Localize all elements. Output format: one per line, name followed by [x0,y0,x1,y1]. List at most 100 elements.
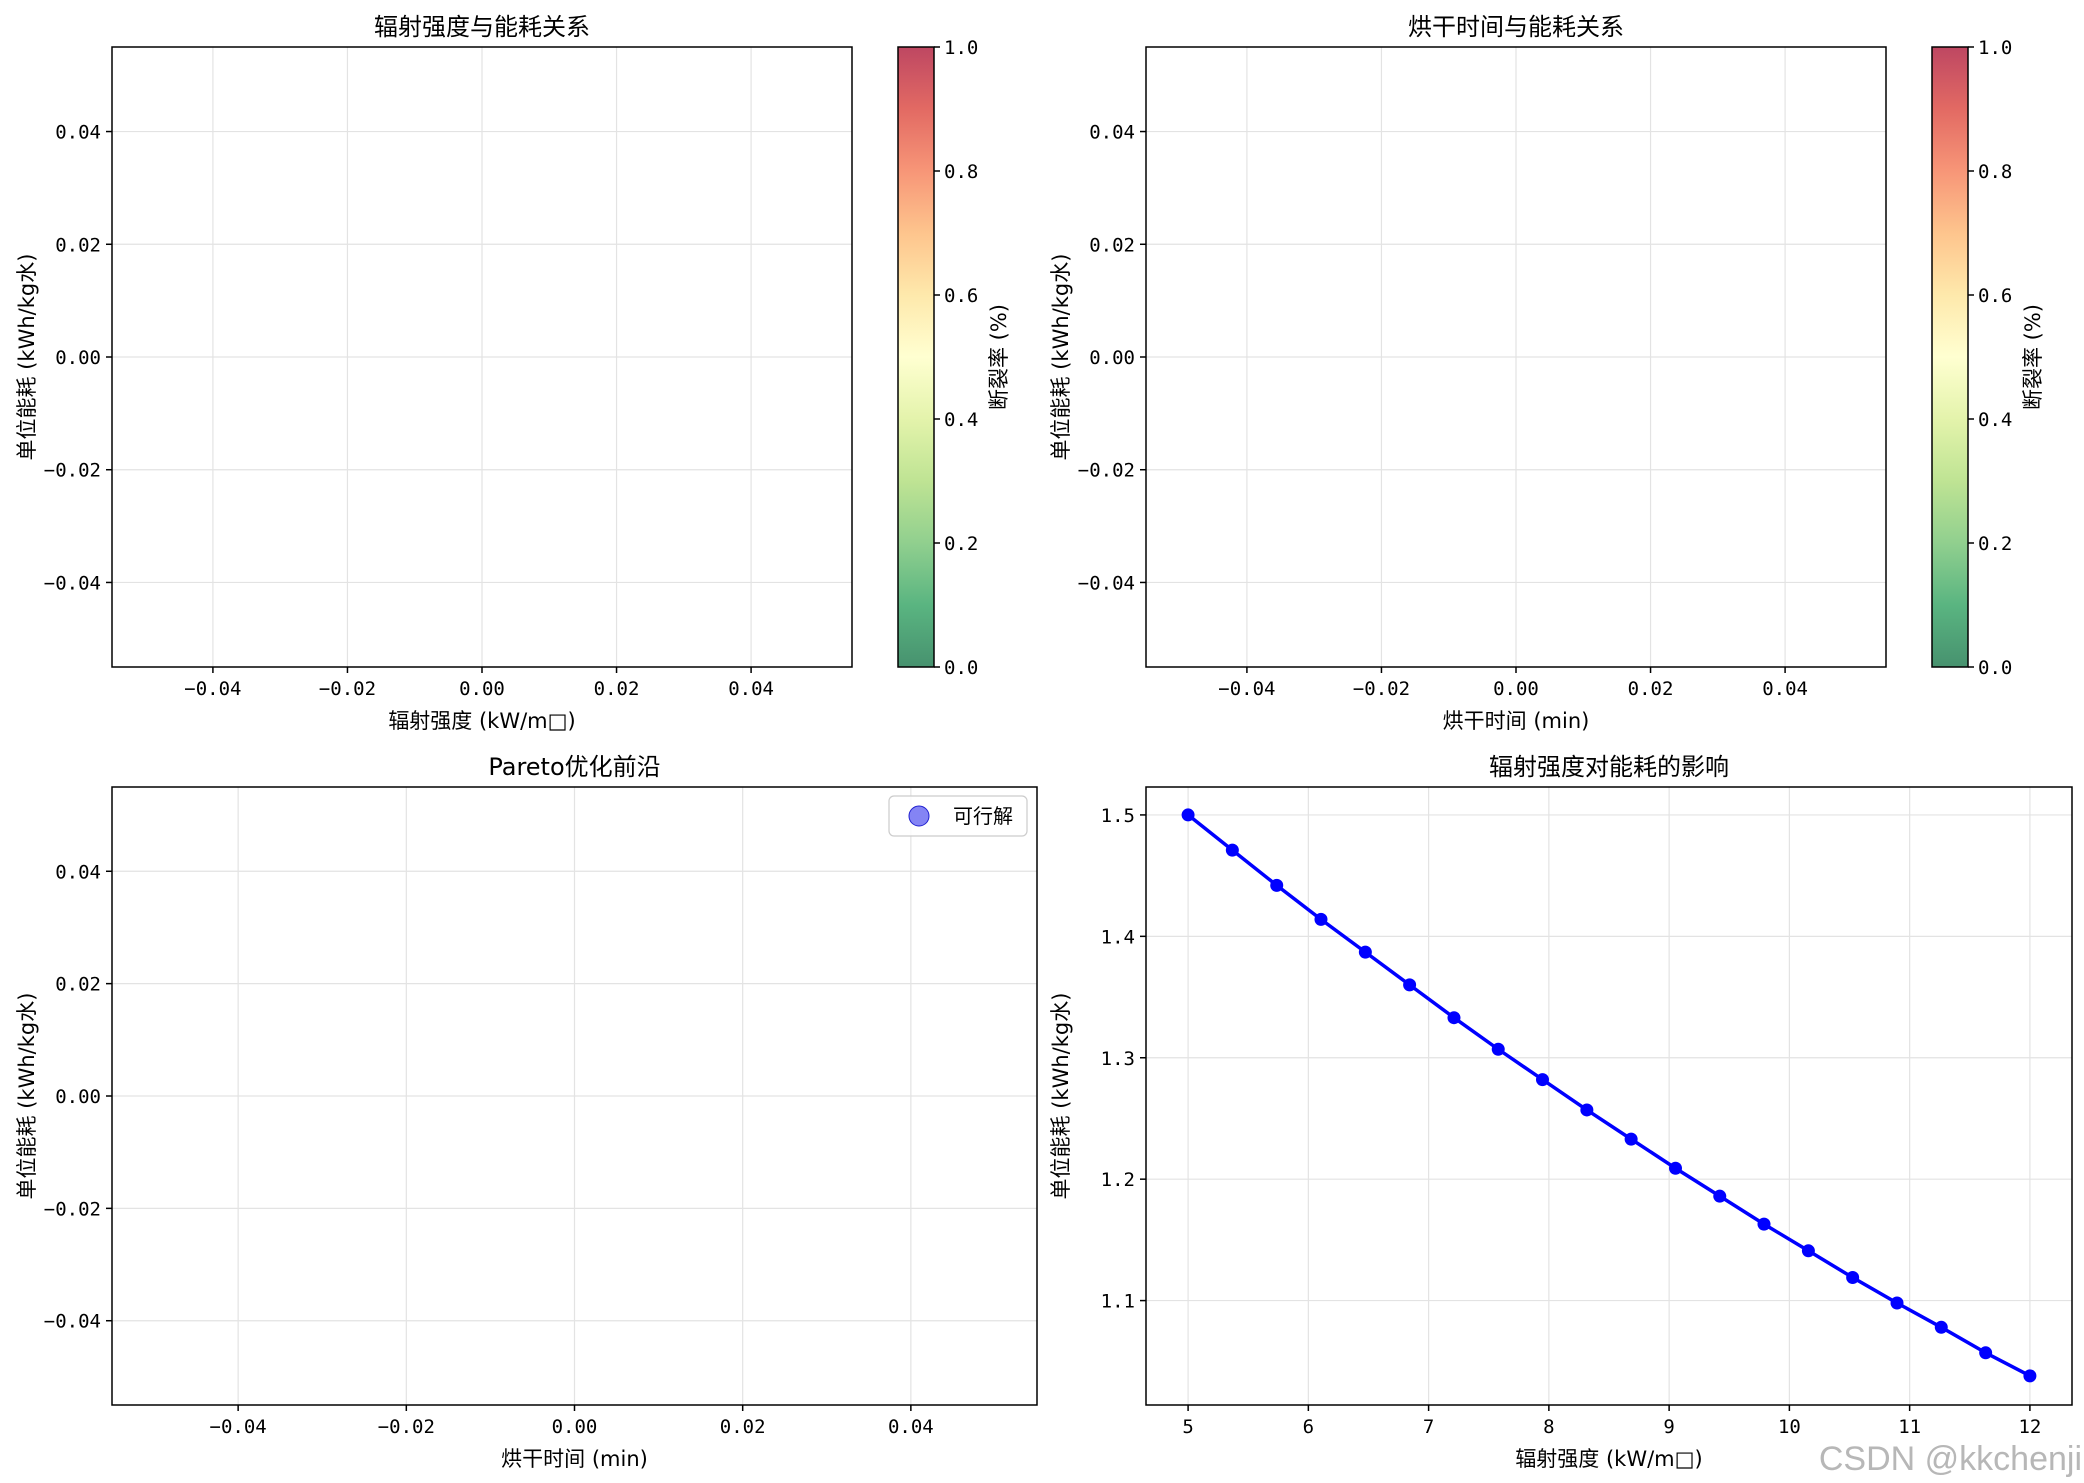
x-tick-label: 7 [1423,1416,1434,1438]
x-tick-label: −0.02 [319,678,376,700]
colorbar-frame [897,46,935,668]
data-point [1491,1042,1505,1056]
colorbar-frame [1931,46,1969,668]
x-tick-label: 0.02 [1628,678,1674,700]
colorbar-label: 断裂率 (%) [2021,304,2045,410]
y-tick-label: −0.04 [44,1311,101,1333]
legend-frame [888,795,1028,837]
y-tick-label: 0.02 [55,974,101,996]
x-tick-label: 0.02 [594,678,640,700]
data-point [1225,843,1239,857]
x-axis-label: 烘干时间 (min) [1443,709,1590,733]
y-tick-label: −0.02 [1078,460,1135,482]
y-tick-label: 0.04 [1089,122,1135,144]
x-axis-label: 辐射强度 (kW/m□) [388,709,575,733]
colorbar-tick-label: 0.2 [944,533,978,555]
x-tick-label: −0.02 [378,1416,435,1438]
y-tick-label: 1.3 [1101,1048,1135,1070]
x-tick-label: −0.04 [210,1416,267,1438]
colorbar-label: 断裂率 (%) [987,304,1011,410]
x-tick-label: 12 [2018,1416,2041,1438]
x-axis-label: 烘干时间 (min) [501,1447,648,1471]
data-point [1801,1244,1815,1258]
x-tick-label: 0.04 [1762,678,1808,700]
colorbar-tick-label: 1.0 [1978,37,2012,59]
axes-title: Pareto优化前沿 [488,753,660,781]
y-tick-label: 0.04 [55,861,101,883]
colorbar-tick-label: 0.8 [944,161,978,183]
data-point [2023,1369,2037,1383]
data-point [1358,945,1372,959]
y-tick-label: −0.02 [44,460,101,482]
y-tick-label: −0.04 [1078,572,1135,594]
data-point [1624,1132,1638,1146]
colorbar: 0.0 0.2 0.4 0.6 0.8 1.0 断裂率 (%) [1931,37,2045,679]
colorbar-tick-label: 0.0 [944,657,978,679]
colorbar-tick-label: 0.8 [1978,161,2012,183]
plot-frame [1145,786,2073,1406]
x-tick-label: 8 [1543,1416,1554,1438]
y-tick-label: 0.02 [1089,234,1135,256]
y-tick-label: 1.5 [1101,805,1135,827]
legend: 可行解 [888,795,1028,837]
data-point [1669,1161,1683,1175]
legend-marker [908,805,930,827]
y-tick-label: 0.02 [55,234,101,256]
y-tick-label: 1.1 [1101,1291,1135,1313]
data-point [1181,808,1195,822]
x-tick-label: 0.04 [728,678,774,700]
axes-4: 5 6 7 8 9 10 11 12 1.1 1.2 1.3 1.4 1.5 辐射强度对能耗的影响辐射强度… [1049,753,2073,1471]
colorbar-tick-label: 1.0 [944,37,978,59]
axes-3: −0.04 −0.02 0.00 0.02 0.04 −0.04 −0.02 0.00 0.02… [15,753,1038,1471]
data-point [1314,912,1328,926]
data-point [1757,1217,1771,1231]
x-tick-label: 0.02 [720,1416,766,1438]
colorbar-tick-label: 0.2 [1978,533,2012,555]
x-tick-label: 10 [1778,1416,1801,1438]
y-axis-label: 单位能耗 (kWh/kg水) [15,254,39,461]
data-point [1846,1271,1860,1285]
data-point [1535,1073,1549,1087]
colorbar-tick-label: 0.6 [1978,285,2012,307]
y-tick-label: 0.00 [55,1086,101,1108]
axes-title: 辐射强度对能耗的影响 [1489,753,1729,781]
y-tick-label: 1.2 [1101,1169,1135,1191]
y-tick-label: 0.04 [55,122,101,144]
data-point [1890,1296,1904,1310]
x-tick-label: −0.04 [1218,678,1275,700]
x-tick-label: 9 [1663,1416,1674,1438]
y-tick-label: 0.00 [55,347,101,369]
x-tick-label: −0.02 [1353,678,1410,700]
legend-label: 可行解 [953,804,1013,828]
y-axis-label: 单位能耗 (kWh/kg水) [15,993,39,1200]
axes-2: −0.04 −0.02 0.00 0.02 0.04 −0.04 −0.02 0.00 0.02… [1049,13,2045,733]
y-tick-label: 1.4 [1101,926,1135,948]
colorbar-gradient [1932,47,1968,667]
data-point [1979,1346,1993,1360]
y-axis-label: 单位能耗 (kWh/kg水) [1049,993,1073,1200]
x-tick-label: 6 [1303,1416,1314,1438]
data-point [1580,1103,1594,1117]
x-axis-label: 辐射强度 (kW/m□) [1515,1447,1702,1471]
x-tick-label: 0.00 [552,1416,598,1438]
series-line [1187,813,2031,1378]
y-tick-label: 0.00 [1089,347,1135,369]
watermark: CSDN @kkchenji [1818,1440,2082,1478]
data-point [1713,1189,1727,1203]
data-point [1270,878,1284,892]
axes-1: −0.04 −0.02 0.00 0.02 0.04 −0.04 −0.02 0.00 0.02… [15,13,1011,733]
axes-title: 辐射强度与能耗关系 [374,13,590,41]
data-point [1447,1011,1461,1025]
data-point [1403,978,1417,992]
y-tick-label: −0.02 [44,1198,101,1220]
y-axis-label: 单位能耗 (kWh/kg水) [1049,254,1073,461]
x-tick-label: 5 [1182,1416,1193,1438]
colorbar-tick-label: 0.4 [1978,409,2012,431]
colorbar-tick-label: 0.4 [944,409,978,431]
data-point [1934,1320,1948,1334]
colorbar-gradient [898,47,934,667]
x-tick-label: 0.04 [888,1416,934,1438]
y-tick-label: −0.04 [44,572,101,594]
colorbar: 0.0 0.2 0.4 0.6 0.8 1.0 断裂率 (%) [897,37,1011,679]
